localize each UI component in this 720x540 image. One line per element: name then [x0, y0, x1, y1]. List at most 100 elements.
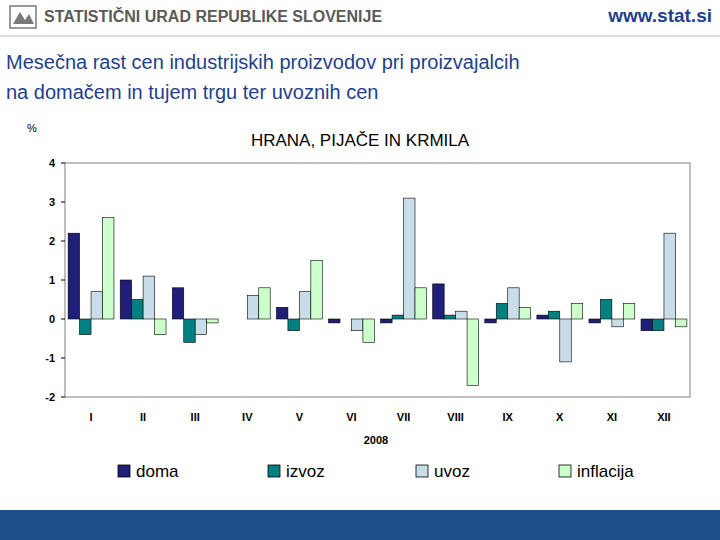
- bar: [363, 319, 374, 342]
- y-axis-label: %: [27, 122, 37, 134]
- x-tick-label: III: [191, 411, 200, 423]
- organization: STATISTIČNI URAD REPUBLIKE SLOVENIJE: [44, 7, 382, 25]
- bar: [653, 319, 664, 331]
- x-tick-label: II: [140, 411, 146, 423]
- y-tick-label: 1: [49, 274, 55, 286]
- bar: [299, 292, 310, 319]
- bar: [311, 261, 322, 320]
- x-tick-label: VII: [397, 411, 410, 423]
- bar: [207, 319, 218, 323]
- bar: [612, 319, 623, 327]
- bar: [172, 288, 183, 319]
- y-tick-label: 0: [49, 313, 55, 325]
- bar: [485, 319, 496, 323]
- bar: [103, 218, 114, 319]
- logo-frame: [10, 6, 36, 28]
- x-tick-label: XI: [607, 411, 617, 423]
- bar: [236, 319, 247, 320]
- bar: [381, 319, 392, 323]
- bar: [456, 311, 467, 319]
- bar: [519, 307, 530, 319]
- y-tick-label: 2: [49, 235, 55, 247]
- bar: [404, 198, 415, 319]
- x-axis-label: 2008: [364, 434, 388, 446]
- bar: [600, 300, 611, 320]
- bar: [392, 315, 403, 319]
- bar: [433, 284, 444, 319]
- bar: [259, 288, 270, 319]
- x-tick-label: I: [90, 411, 93, 423]
- bars: [68, 198, 687, 385]
- y-tick-label: 4: [49, 157, 56, 169]
- bar: [415, 288, 426, 319]
- bar: [195, 319, 206, 335]
- bar: [91, 292, 102, 319]
- bar: [132, 300, 143, 320]
- bar: [623, 303, 634, 319]
- legend-swatch: [416, 465, 428, 477]
- bar: [571, 303, 582, 319]
- bar: [548, 311, 559, 319]
- bar: [351, 319, 362, 331]
- bar: [68, 233, 79, 319]
- legend: doma izvoz uvoz inflacija: [118, 462, 634, 481]
- bar: [184, 319, 195, 342]
- logo-shape: [13, 12, 34, 24]
- legend-swatch: [559, 465, 571, 477]
- logo: [10, 6, 36, 28]
- bar: [143, 276, 154, 319]
- header-rule: [0, 36, 720, 37]
- bar: [641, 319, 652, 331]
- x-tick-label: VIII: [447, 411, 464, 423]
- bar: [496, 303, 507, 319]
- bar: [675, 319, 686, 327]
- y-tick: [61, 280, 65, 281]
- y-tick: [61, 397, 65, 398]
- x-tick-label: X: [556, 411, 564, 423]
- x-tick-label: VI: [346, 411, 356, 423]
- legend-label: izvoz: [286, 462, 325, 481]
- legend-label: uvoz: [434, 462, 470, 481]
- y-tick: [61, 202, 65, 203]
- bar: [276, 307, 287, 319]
- canvas: STATISTIČNI URAD REPUBLIKE SLOVENIJE www.…: [0, 0, 720, 540]
- url: www.stat.si: [607, 5, 712, 26]
- footer-band: [0, 510, 720, 540]
- bar: [664, 233, 675, 319]
- y-tick: [61, 319, 65, 320]
- bar: [444, 315, 455, 319]
- y-tick-label: -1: [45, 352, 55, 364]
- x-tick-label: IX: [503, 411, 514, 423]
- chart-title: HRANA, PIJAČE IN KRMILA: [251, 131, 470, 150]
- y-tick: [61, 163, 65, 164]
- page: STATISTIČNI URAD REPUBLIKE SLOVENIJE www.…: [0, 0, 720, 540]
- slide-title: Mesečna rast cen industrijskih proizvodo…: [6, 51, 520, 73]
- bar: [508, 288, 519, 319]
- x-tick-label: IV: [242, 411, 253, 423]
- bar: [155, 319, 166, 335]
- bar: [589, 319, 600, 323]
- y-tick: [61, 358, 65, 359]
- bar: [329, 319, 340, 323]
- y-tick: [61, 241, 65, 242]
- background: [0, 0, 720, 540]
- bar: [560, 319, 571, 362]
- bar: [224, 319, 235, 320]
- x-tick-label: XII: [657, 411, 670, 423]
- legend-swatch: [268, 465, 280, 477]
- legend-swatch: [118, 465, 130, 477]
- bar: [288, 319, 299, 331]
- plot-frame: [65, 163, 690, 397]
- bar: [537, 315, 548, 319]
- y-tick-label: -2: [45, 391, 55, 403]
- y-tick-label: 3: [49, 196, 55, 208]
- bar: [120, 280, 131, 319]
- legend-label: inflacija: [577, 462, 634, 481]
- bar: [467, 319, 478, 385]
- x-tick-label: V: [296, 411, 304, 423]
- slide-title: na domačem in tujem trgu ter uvoznih cen: [6, 81, 378, 103]
- bar: [340, 319, 351, 320]
- bar: [80, 319, 91, 335]
- legend-label: doma: [136, 462, 179, 481]
- bar: [247, 296, 258, 319]
